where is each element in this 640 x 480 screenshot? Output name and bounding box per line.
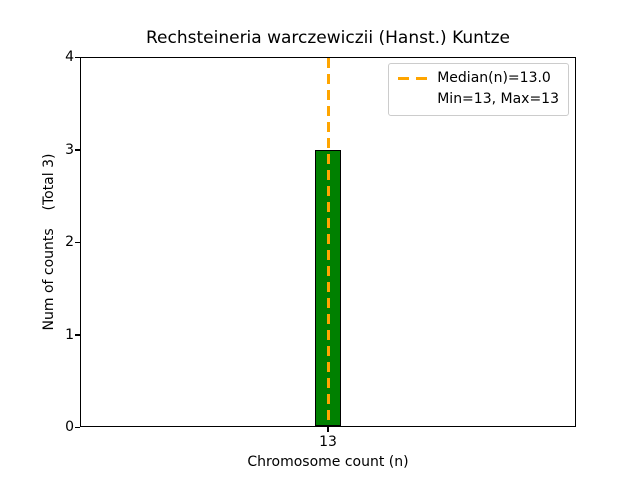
median-line: [326, 58, 330, 426]
y-axis-label: Num of counts (Total 3): [41, 153, 57, 331]
dashed-line-icon: [398, 77, 428, 80]
y-tick-mark: [75, 334, 80, 336]
legend-row-minmax: Min=13, Max=13: [398, 89, 559, 110]
x-axis-label: Chromosome count (n): [247, 454, 409, 470]
y-tick-mark: [75, 56, 80, 58]
y-tick-label-4: 4: [65, 49, 74, 65]
chart-title: Rechsteineria warczewiczii (Hanst.) Kunt…: [146, 28, 510, 48]
legend-label-median: Median(n)=13.0: [437, 70, 551, 86]
plot-area: Median(n)=13.0 Min=13, Max=13: [80, 57, 576, 427]
y-tick-label-3: 3: [65, 141, 74, 158]
legend: Median(n)=13.0 Min=13, Max=13: [388, 63, 569, 116]
legend-label-minmax: Min=13, Max=13: [437, 91, 559, 107]
y-tick-label-1: 1: [65, 326, 74, 343]
y-tick-mark: [75, 149, 80, 151]
x-tick-label: 13: [319, 434, 337, 450]
x-tick-mark: [327, 427, 329, 432]
legend-row-median: Median(n)=13.0: [398, 68, 559, 89]
y-tick-label-0: 0: [65, 419, 74, 435]
y-tick-label-2: 2: [65, 234, 74, 250]
y-tick-mark: [75, 426, 80, 428]
y-tick-mark: [75, 241, 80, 243]
legend-sample-blank: [398, 98, 427, 101]
